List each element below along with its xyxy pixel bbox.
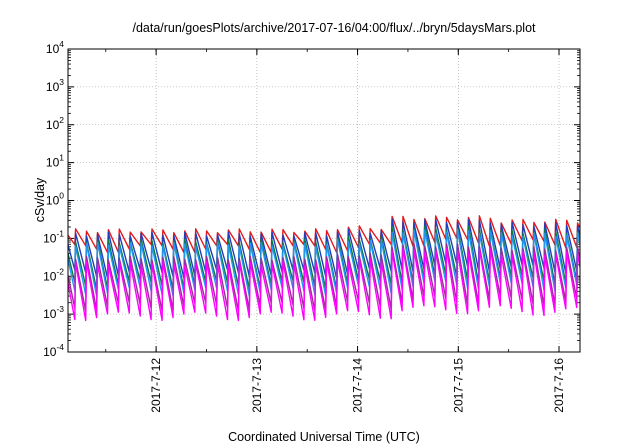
y-tick-exponent: 1	[59, 153, 64, 163]
y-tick-base: 10	[43, 269, 57, 283]
y-axis-label: cSv/day	[33, 177, 47, 222]
y-tick-base: 10	[43, 231, 57, 245]
y-tick-label: 10-3	[43, 304, 64, 321]
series-line	[68, 218, 580, 279]
y-tick-base: 10	[46, 42, 60, 56]
y-tick-base: 10	[46, 118, 60, 132]
y-tick-base: 10	[43, 345, 57, 359]
series-line	[68, 247, 580, 322]
y-tick-label: 10-4	[43, 342, 64, 359]
y-tick-exponent: 3	[59, 77, 64, 87]
y-tick-exponent: -4	[56, 342, 64, 352]
y-tick-label: 100	[46, 191, 64, 208]
y-tick-exponent: -2	[56, 266, 64, 276]
x-tick-label: 2017-7-14	[351, 358, 365, 413]
x-tick-label: 2017-7-12	[149, 358, 163, 413]
y-tick-label: 101	[46, 153, 64, 170]
series-line	[68, 242, 580, 312]
y-tick-exponent: 0	[59, 191, 64, 201]
chart-title: /data/run/goesPlots/archive/2017-07-16/0…	[132, 21, 536, 35]
y-tick-label: 10-1	[43, 228, 64, 245]
series-group	[68, 215, 580, 322]
x-axis-ticks: 2017-7-12 2017-7-13 2017-7-14 2017-7-15 2017…	[105, 49, 566, 413]
y-tick-label: 10-2	[43, 266, 64, 283]
y-tick-label: 102	[46, 115, 64, 132]
y-tick-exponent: -1	[56, 228, 64, 238]
y-tick-base: 10	[46, 156, 60, 170]
x-tick-label: 2017-7-13	[250, 358, 264, 413]
series-line	[68, 228, 580, 297]
y-tick-label: 104	[46, 39, 64, 56]
x-axis-label: Coordinated Universal Time (UTC)	[228, 430, 420, 444]
y-tick-base: 10	[46, 80, 60, 94]
y-tick-base: 10	[43, 307, 57, 321]
plot-frame	[67, 48, 581, 353]
x-tick-label: 2017-7-16	[552, 358, 566, 413]
y-tick-exponent: -3	[56, 304, 64, 314]
y-tick-base: 10	[46, 194, 60, 208]
x-tick-label: 2017-7-15	[451, 358, 465, 413]
series-line	[68, 215, 580, 254]
y-tick-label: 103	[46, 77, 64, 94]
y-tick-exponent: 4	[59, 39, 64, 49]
y-tick-exponent: 2	[59, 115, 64, 125]
